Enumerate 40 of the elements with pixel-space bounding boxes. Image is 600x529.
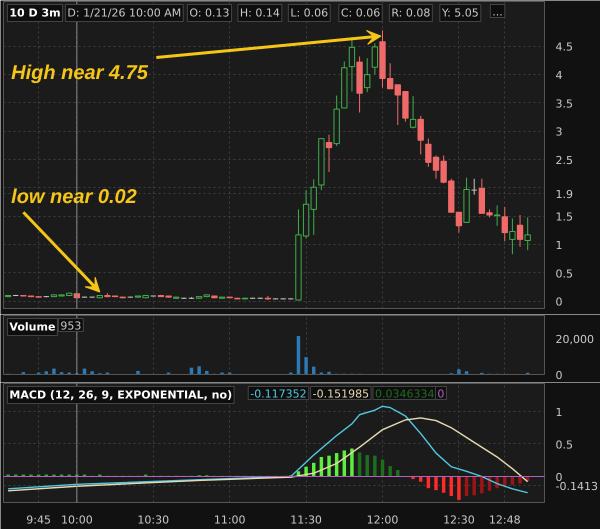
annotation: Y: 5.05 <box>440 6 479 20</box>
y-tick-label: 0 <box>556 296 562 309</box>
y-tick-label: 3.5 <box>556 97 573 110</box>
text: MACD (12, 26, 9, EXPONENTIAL, no) <box>9 388 232 402</box>
x-tick-label: 11:00 <box>214 514 246 526</box>
y-tick-label: 0 <box>556 369 562 382</box>
text: Volume <box>9 320 56 334</box>
annotation: -0.117352 <box>250 388 307 400</box>
x-tick-label: 12:48 <box>488 514 521 526</box>
y-tick-label: 1 <box>556 406 562 419</box>
chart-subtitle: 953 <box>60 320 82 332</box>
annotation: O: 0.13 <box>189 6 230 20</box>
y-tick-label: 20,000 <box>556 333 594 346</box>
annotation: H: 0.14 <box>240 6 280 20</box>
annotation: R: 0.08 <box>391 6 430 20</box>
y-tick-label: 2.5 <box>556 154 573 168</box>
x-tick-label: 12:00 <box>366 514 398 526</box>
ref-line-label: 0 <box>437 388 444 400</box>
x-tick-label: 10:30 <box>137 514 170 526</box>
annotation: -0.151985 <box>312 388 370 400</box>
x-tick-label: 10:00 <box>61 514 93 526</box>
annotation: ... <box>492 6 503 18</box>
x-tick-label: 12:30 <box>443 514 475 526</box>
x-tick-label: 11:30 <box>290 514 322 526</box>
y-tick-label: 4.5 <box>556 40 573 54</box>
y-tick-label: 1.9 <box>556 188 573 202</box>
annotation: low near 0.02 <box>11 186 137 208</box>
x-tick-label: 9:45 <box>26 514 51 526</box>
annotation: D: 1/21/26 10:00 AM <box>67 6 182 20</box>
y-tick-label: 3 <box>556 126 562 139</box>
annotation: High near 4.75 <box>11 62 149 84</box>
y-tick-label: 1 <box>556 238 562 252</box>
y-tick-label: 0.5 <box>556 267 573 280</box>
y-tick-label: 1.5 <box>556 210 573 224</box>
annotation: C: 0.06 <box>340 6 380 20</box>
annotation: 0.0346334 <box>375 388 435 400</box>
annotation: L: 0.06 <box>290 6 328 20</box>
y-tick-label: 4 <box>556 69 562 82</box>
text: 10 D 3m <box>9 6 61 20</box>
y-tick-label: 0.5 <box>556 438 573 452</box>
